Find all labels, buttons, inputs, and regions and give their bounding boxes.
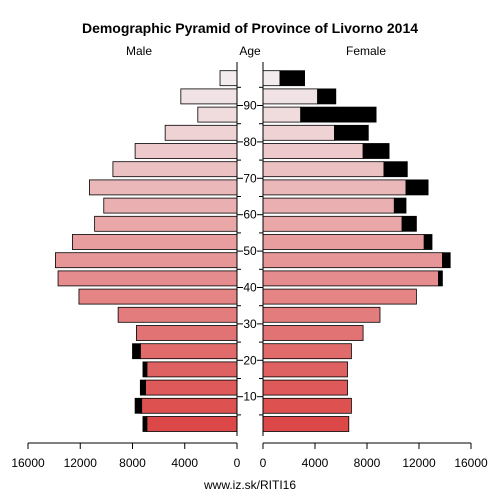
x-tick-label: 4000 [171,456,198,470]
male-bar [197,106,238,123]
male-bar [146,416,238,432]
chart-title: Demographic Pyramid of Province of Livor… [82,20,418,36]
male-surplus-bar [142,361,148,378]
x-tick-label: 8000 [119,456,146,470]
female-bar [262,197,395,214]
source-text: www.iz.sk/RITI16 [203,478,296,492]
x-tick-label: 16000 [454,456,488,470]
male-bar [117,306,238,323]
female-bar [262,252,443,269]
female-surplus-bar [362,143,390,159]
male-bar [78,288,238,305]
male-bar [141,397,238,414]
female-bar [262,88,318,105]
male-label: Male [126,44,152,58]
male-surplus-bar [139,379,146,396]
age-tick-label: 80 [243,135,257,149]
male-bar [55,252,238,269]
x-tick-label: 4000 [302,456,329,470]
male-bar [139,343,238,360]
male-bar [219,70,238,87]
female-bar [262,124,335,141]
female-surplus-bar [441,252,451,269]
age-tick-label: 40 [243,281,257,295]
male-bar [180,88,238,105]
female-bar [262,325,364,341]
bars-group [55,70,451,432]
male-bar [103,197,238,214]
x-tick-label: 8000 [354,456,381,470]
female-bar [262,106,302,123]
female-surplus-bar [334,124,369,141]
female-bar [262,215,403,232]
male-bar [112,161,238,178]
female-bar [262,143,364,159]
x-tick-label: 0 [234,456,241,470]
female-surplus-bar [393,197,407,214]
age-tick-label: 60 [243,208,257,222]
female-bar [262,379,348,396]
male-surplus-bar [142,416,148,432]
male-surplus-bar [134,397,143,414]
female-bar [262,343,352,360]
age-tick-label: 30 [243,317,257,331]
female-bar [262,270,439,287]
female-surplus-bar [279,70,305,87]
female-bar [262,70,281,87]
female-bar [262,397,352,414]
female-bar [262,361,348,378]
female-bar [262,161,385,178]
female-surplus-bar [423,234,433,250]
male-bar [88,179,238,196]
female-surplus-bar [300,106,377,123]
female-bar [262,234,425,250]
male-bar [136,325,238,341]
female-bar [262,306,381,323]
age-tick-label: 90 [243,99,257,113]
x-tick-label: 12000 [402,456,436,470]
female-surplus-bar [383,161,408,178]
male-bar [57,270,238,287]
male-bar [72,234,238,250]
female-surplus-bar [317,88,337,105]
female-surplus-bar [438,270,443,287]
male-bar [94,215,238,232]
male-bar [134,143,238,159]
age-tick-label: 70 [243,171,257,185]
female-surplus-bar [401,215,417,232]
male-bar [145,379,238,396]
age-tick-label: 50 [243,244,257,258]
female-bar [262,288,417,305]
x-tick-label: 16000 [11,456,45,470]
female-bar [262,179,407,196]
male-surplus-bar [132,343,141,360]
age-tick-label: 10 [243,390,257,404]
ticks-group: 16000 12000 8000 4000 0 0 4000 8000 12000 16000 10… [11,86,488,470]
age-label: Age [239,44,261,58]
female-surplus-bar [405,179,429,196]
female-label: Female [346,44,386,58]
male-bar [164,124,238,141]
age-tick-label: 20 [243,353,257,367]
female-bar [262,416,350,432]
male-bar [146,361,238,378]
x-tick-label: 12000 [64,456,98,470]
x-tick-label: 0 [260,456,267,470]
